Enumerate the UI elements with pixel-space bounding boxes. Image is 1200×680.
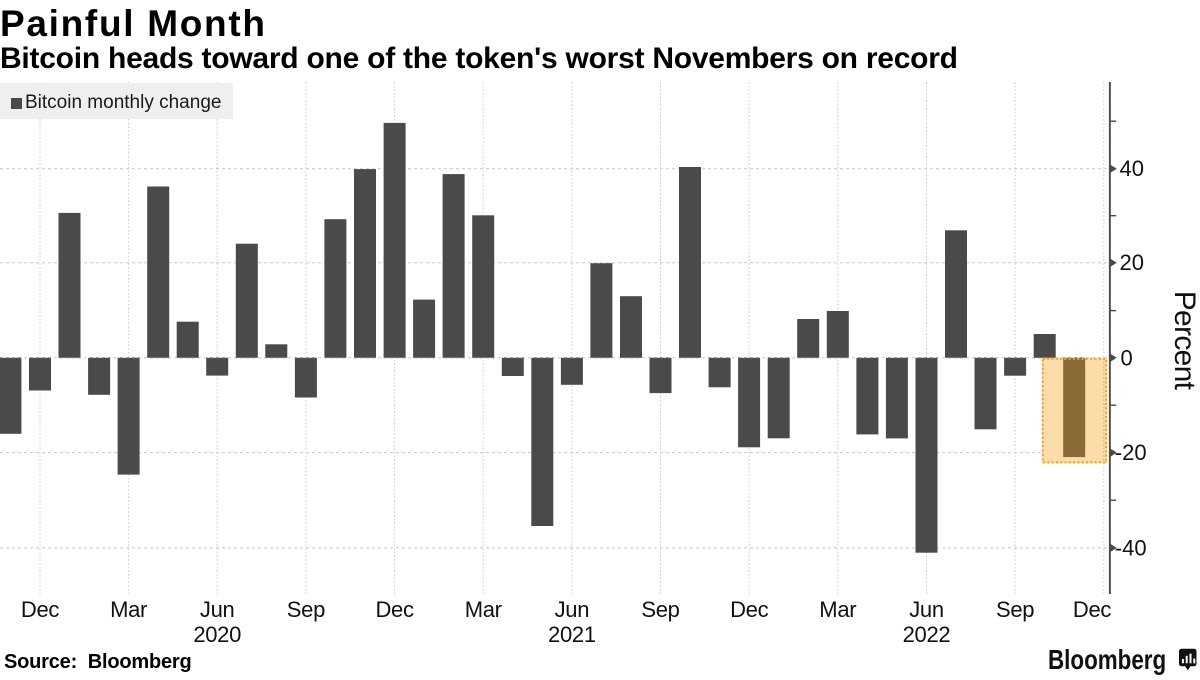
svg-text:Sep: Sep [287, 597, 325, 622]
svg-text:2020: 2020 [193, 622, 241, 647]
svg-text:Jun: Jun [909, 597, 944, 622]
svg-text:-20: -20 [1115, 440, 1147, 465]
svg-text:Dec: Dec [730, 597, 769, 622]
svg-text:0: 0 [1121, 345, 1133, 370]
svg-text:Dec: Dec [21, 597, 60, 622]
svg-text:Mar: Mar [465, 597, 502, 622]
svg-text:Bloomberg: Bloomberg [1048, 645, 1166, 675]
svg-text:Sep: Sep [641, 597, 679, 622]
svg-text:40: 40 [1120, 156, 1144, 181]
svg-text:Jun: Jun [555, 597, 590, 622]
svg-text:Sep: Sep [996, 597, 1034, 622]
svg-text:Jun: Jun [200, 597, 235, 622]
svg-text:Mar: Mar [110, 597, 147, 622]
svg-text:20: 20 [1120, 250, 1144, 275]
svg-text:2022: 2022 [903, 622, 951, 647]
svg-text:-40: -40 [1115, 535, 1147, 560]
svg-text:Mar: Mar [819, 597, 856, 622]
svg-text:Dec: Dec [375, 597, 414, 622]
svg-text:Percent: Percent [1168, 291, 1200, 391]
svg-text:2021: 2021 [548, 622, 596, 647]
svg-text:Dec: Dec [1073, 597, 1112, 622]
